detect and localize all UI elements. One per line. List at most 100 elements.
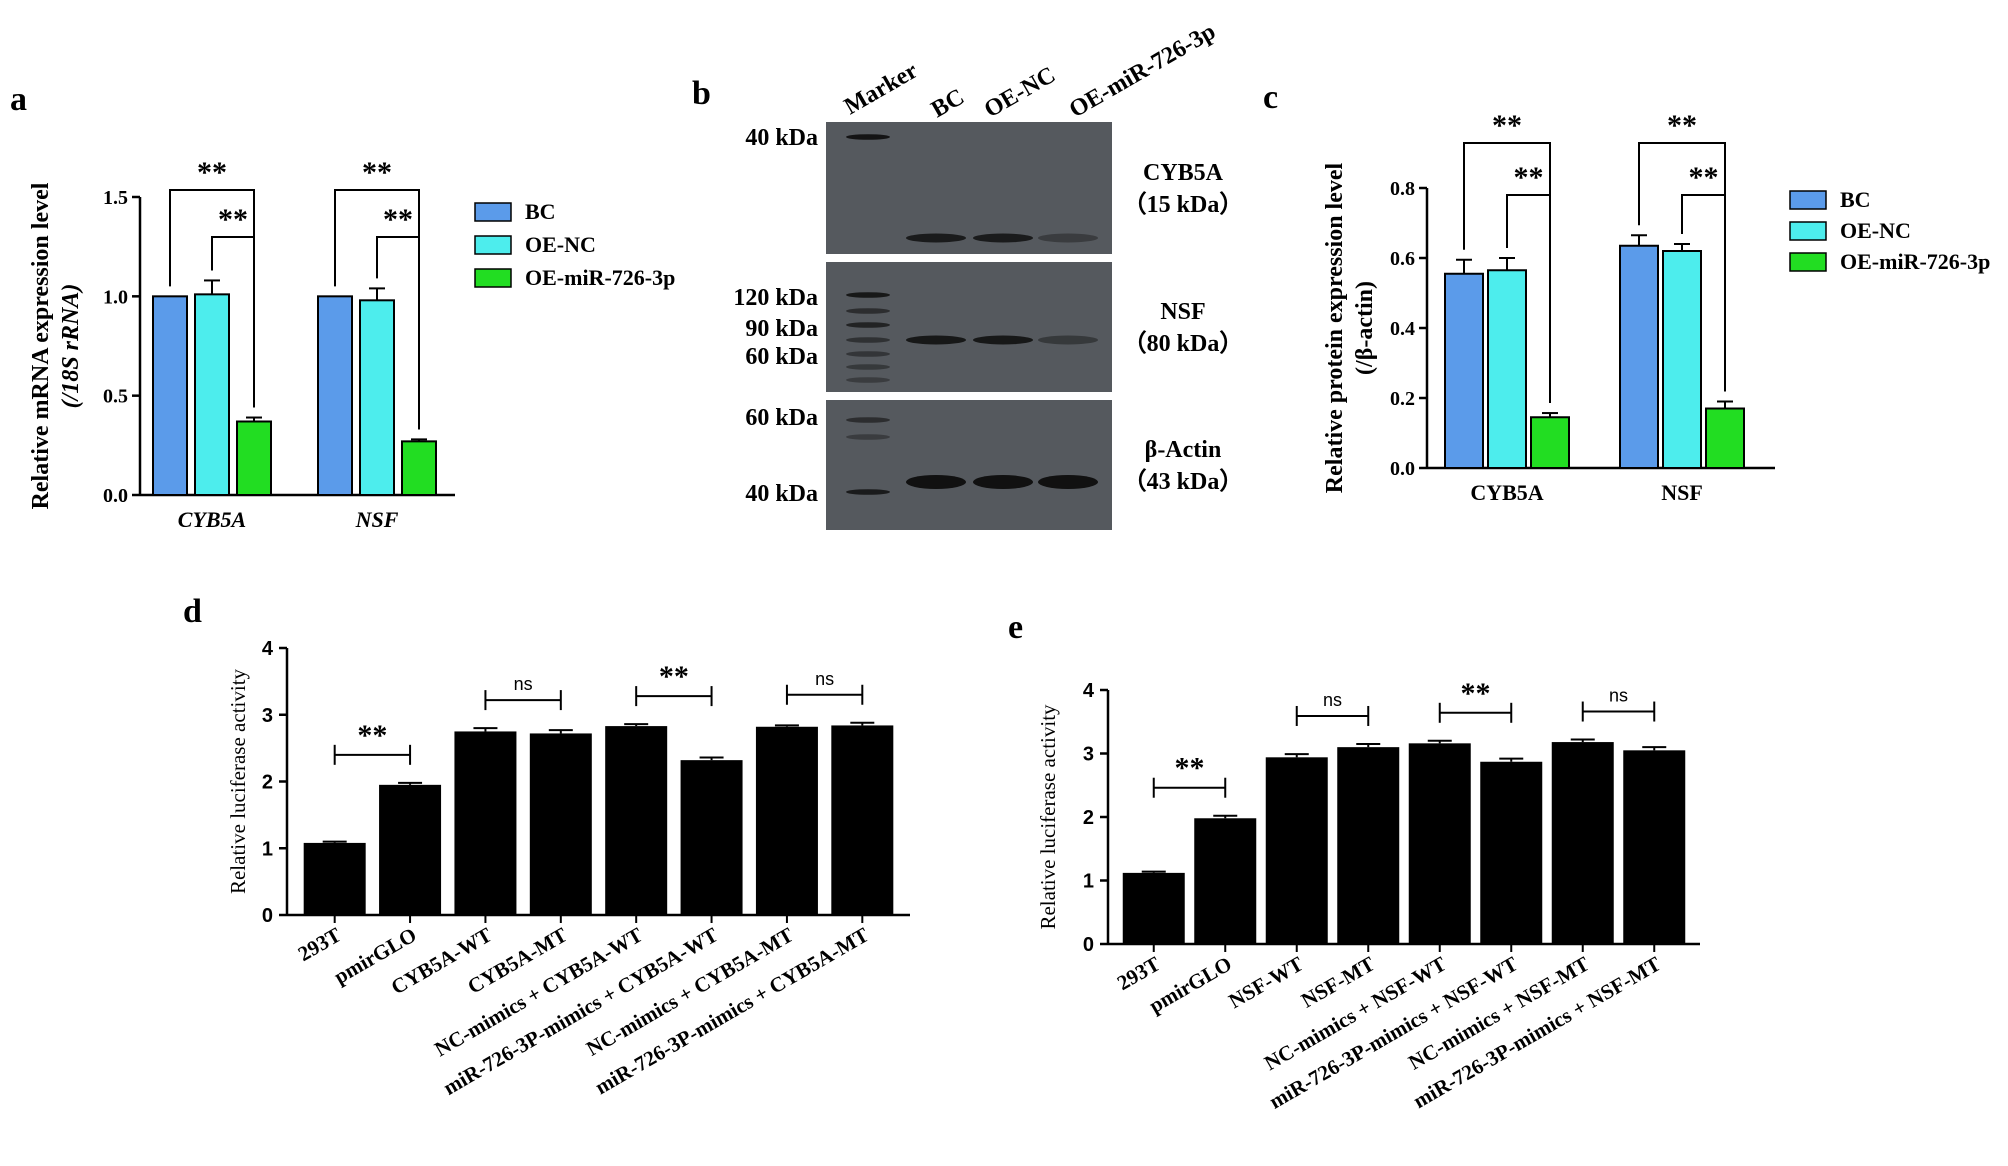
panel-a-legend: BC OE-NC OE-miR-726-3p xyxy=(474,199,675,290)
bar xyxy=(194,293,230,497)
bar xyxy=(605,726,668,915)
bar xyxy=(1480,761,1543,944)
bar xyxy=(1705,407,1745,469)
bar xyxy=(303,842,366,915)
protein-band xyxy=(973,475,1033,489)
y-tick-label: 0.5 xyxy=(103,386,128,408)
panel-e-chart: 0 1 2 3 4 Relative luciferase activity 293Tpmi… xyxy=(1036,677,1700,1114)
lane-label: BC xyxy=(927,84,969,123)
y-tick-label: 0.0 xyxy=(103,485,128,507)
y-tick-label: 4 xyxy=(1083,680,1095,702)
y-axis-label: Relative luciferase activity xyxy=(1036,704,1060,930)
legend-swatch xyxy=(474,202,512,222)
bar xyxy=(1122,872,1185,944)
panel-c-legend: BC OE-NC OE-miR-726-3p xyxy=(1789,187,1990,274)
panel-letter-e: e xyxy=(1008,609,1023,646)
panel-letter-d: d xyxy=(183,593,202,630)
significance-bracket xyxy=(376,236,420,430)
marker-size-label: 40 kDa xyxy=(745,481,818,507)
protein-name: CYB5A xyxy=(1143,160,1224,186)
marker-size-label: 120 kDa xyxy=(733,285,818,311)
panel-letter-a: a xyxy=(10,81,27,118)
panel-letter-b: b xyxy=(692,75,711,112)
panel-b-western-blot: Marker BC OE-NC OE-miR-726-3p 40 kDa CYB5A （15… xyxy=(733,19,1243,530)
marker-size-label: 40 kDa xyxy=(745,125,818,151)
legend-label: OE-NC xyxy=(1840,218,1911,243)
marker-band xyxy=(846,134,890,140)
protein-size: （80 kDa） xyxy=(1123,330,1244,357)
lane-label: Marker xyxy=(840,58,923,121)
y-axis-label: Relative mRNA expression level xyxy=(28,182,54,509)
protein-size: （15 kDa） xyxy=(1123,191,1244,218)
y-tick-label: 3 xyxy=(262,705,273,727)
significance-label: ** xyxy=(1492,109,1522,142)
y-tick-label: 1.5 xyxy=(103,187,128,209)
bar xyxy=(1662,250,1702,469)
bar xyxy=(1337,747,1400,944)
x-tick-label: CYB5A xyxy=(1470,480,1543,505)
y-tick-label: 2 xyxy=(1083,807,1094,829)
legend-label: OE-miR-726-3p xyxy=(525,265,675,290)
bar xyxy=(1487,269,1527,469)
y-axis-sublabel: (/18S rRNA) xyxy=(58,284,84,409)
bar xyxy=(359,299,395,496)
x-tick-label: NSF xyxy=(355,507,399,532)
bar xyxy=(1444,272,1484,469)
protein-band xyxy=(1038,233,1098,243)
marker-band xyxy=(846,364,890,370)
y-tick-label: 0 xyxy=(1083,934,1094,956)
x-tick-label: CYB5A xyxy=(178,507,246,532)
protein-band xyxy=(906,475,966,489)
significance-label: ** xyxy=(362,156,392,189)
bar xyxy=(680,760,743,915)
marker-band xyxy=(846,417,890,423)
legend-label: BC xyxy=(525,199,556,224)
panel-letter-c: c xyxy=(1263,79,1278,116)
y-axis-label: Relative luciferase activity xyxy=(226,668,250,894)
significance-bracket xyxy=(1506,194,1551,404)
significance-label: ns xyxy=(1609,686,1628,706)
legend-swatch xyxy=(1789,221,1827,241)
marker-band xyxy=(846,292,890,298)
protein-band xyxy=(1038,335,1098,345)
y-tick-label: 4 xyxy=(262,638,274,660)
bar xyxy=(401,440,437,496)
protein-band xyxy=(1038,475,1098,489)
marker-size-label: 90 kDa xyxy=(745,316,818,342)
marker-band xyxy=(846,489,890,495)
bar xyxy=(236,420,272,497)
marker-band xyxy=(846,351,890,357)
bar xyxy=(1194,818,1257,944)
protein-name: β-Actin xyxy=(1145,437,1222,463)
y-tick-label: 0.2 xyxy=(1390,388,1415,410)
protein-band xyxy=(906,335,966,345)
y-tick-label: 0.4 xyxy=(1390,318,1415,340)
x-tick-label: 293T xyxy=(294,923,345,967)
x-tick-label: 293T xyxy=(1113,952,1164,996)
protein-name: NSF xyxy=(1160,299,1205,325)
legend-label: BC xyxy=(1840,187,1871,212)
marker-band xyxy=(846,434,890,440)
significance-label: ** xyxy=(1175,752,1205,785)
lane-label: OE-miR-726-3p xyxy=(1065,19,1220,124)
y-tick-label: 0.6 xyxy=(1390,248,1415,270)
bar xyxy=(379,784,442,915)
panel-c-chart: 0.0 0.2 0.4 0.6 0.8 Relative protein expressi… xyxy=(1322,109,1775,505)
legend-label: OE-miR-726-3p xyxy=(1840,249,1990,274)
lane-label: OE-NC xyxy=(980,62,1060,123)
blot-strip xyxy=(826,122,1112,254)
legend-swatch xyxy=(1789,190,1827,210)
bar xyxy=(1265,757,1328,944)
marker-band xyxy=(846,322,890,328)
significance-label: ** xyxy=(1667,109,1697,142)
marker-band xyxy=(846,308,890,314)
x-tick-label: NSF xyxy=(1661,480,1703,505)
x-tick-label: NSF-WT xyxy=(1225,952,1308,1014)
y-tick-label: 2 xyxy=(262,772,273,794)
bar xyxy=(454,731,517,915)
bar xyxy=(1551,742,1614,944)
y-tick-label: 1 xyxy=(1083,871,1094,893)
y-tick-label: 1 xyxy=(262,838,273,860)
bar xyxy=(1619,244,1659,469)
